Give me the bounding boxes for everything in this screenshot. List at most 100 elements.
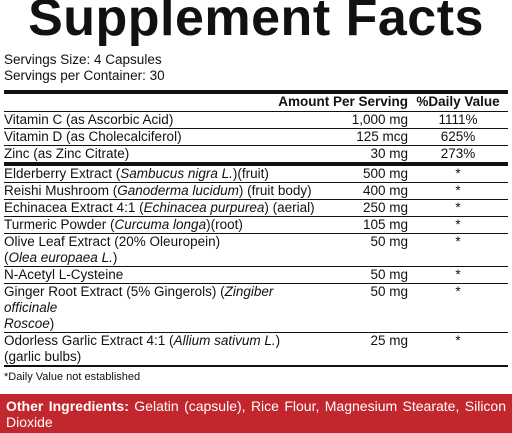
ingredient-name: Vitamin C (as Ascorbic Acid)	[4, 112, 330, 128]
name-segment: Roscoe	[4, 316, 50, 331]
name-segment: Sambucus nigra L.	[120, 166, 233, 181]
daily-value: *	[455, 217, 461, 232]
name-segment: Turmeric Powder (	[4, 217, 115, 232]
daily-value: *	[455, 183, 461, 198]
other-ingredients: Other Ingredients: Gelatin (capsule), Ri…	[0, 394, 512, 433]
ingredient-name: Zinc (as Zinc Citrate)	[4, 146, 330, 162]
daily-value: *	[455, 267, 461, 282]
name-segment: Odorless Garlic Extract 4:1 (	[4, 333, 174, 348]
name-line: Roscoe)	[4, 316, 330, 332]
row: Ginger Root Extract (5% Gingerols) (Zing…	[4, 284, 508, 333]
facts-table: Amount Per Serving %Daily Value Vitamin …	[4, 90, 508, 384]
amount: 30 mg	[370, 146, 408, 161]
name-line: N-Acetyl L-Cysteine	[4, 267, 330, 283]
amount: 500 mg	[362, 166, 408, 181]
row: Vitamin C (as Ascorbic Acid) 1,000 mg 1111…	[4, 112, 508, 129]
row: Elderberry Extract (Sambucus nigra L.)(f…	[4, 166, 508, 183]
daily-value: *	[455, 166, 461, 181]
daily-value: 1111%	[438, 112, 478, 127]
amount: 50 mg	[370, 284, 408, 299]
daily-value: *	[455, 333, 461, 348]
name-line: Turmeric Powder (Curcuma longa)(root)	[4, 217, 330, 233]
section: Vitamin C (as Ascorbic Acid) 1,000 mg 1111…	[4, 112, 508, 162]
name-line: Reishi Mushroom (Ganoderma lucidum) (fru…	[4, 183, 330, 199]
name-segment: )(fruit)	[232, 166, 269, 181]
name-line: (Olea europaea L.)	[4, 250, 330, 266]
name-segment: Zingiber officinale	[4, 284, 274, 315]
ingredient-name: Echinacea Extract 4:1 (Echinacea purpure…	[4, 200, 330, 216]
ingredient-name: Elderberry Extract (Sambucus nigra L.)(f…	[4, 166, 330, 182]
ingredient-name: Odorless Garlic Extract 4:1 (Allium sati…	[4, 333, 330, 365]
name-segment: Vitamin C (as Ascorbic Acid)	[4, 112, 174, 127]
name-line: Odorless Garlic Extract 4:1 (Allium sati…	[4, 333, 330, 349]
ingredient-name: Reishi Mushroom (Ganoderma lucidum) (fru…	[4, 183, 330, 199]
name-segment: (garlic bulbs)	[4, 349, 82, 364]
name-segment: ) (fruit body)	[238, 183, 312, 198]
other-text: Gelatin (capsule), Rice Flour, Magnesium…	[6, 398, 507, 430]
name-segment: Ginger Root Extract (5% Gingerols) (	[4, 284, 225, 299]
name-segment: (	[4, 250, 9, 265]
daily-value: 625%	[440, 129, 476, 144]
name-segment: Echinacea purpurea	[143, 200, 265, 215]
name-segment: N-Acetyl L-Cysteine	[4, 267, 124, 282]
footnote: *Daily Value not established	[4, 365, 508, 384]
header-amount: Amount Per Serving	[278, 94, 408, 109]
amount: 1,000 mg	[351, 112, 408, 127]
ingredient-name: Ginger Root Extract (5% Gingerols) (Zing…	[4, 284, 330, 332]
header-daily-value: %Daily Value	[416, 94, 500, 109]
name-segment: Olive Leaf Extract (20% Oleuropein)	[4, 234, 221, 249]
amount: 250 mg	[362, 200, 408, 215]
amount: 25 mg	[370, 333, 408, 348]
amount: 125 mcg	[356, 129, 408, 144]
name-line: Echinacea Extract 4:1 (Echinacea purpure…	[4, 200, 330, 216]
name-segment: Curcuma longa	[114, 217, 207, 232]
name-line: Vitamin D (as Cholecalciferol)	[4, 129, 330, 145]
row: Olive Leaf Extract (20% Oleuropein) (Olea…	[4, 234, 508, 267]
section: Elderberry Extract (Sambucus nigra L.)(f…	[4, 162, 508, 365]
ingredient-name: Vitamin D (as Cholecalciferol)	[4, 129, 330, 145]
serving-size: Servings Size: 4 Capsules	[4, 52, 162, 67]
name-segment: Reishi Mushroom (	[4, 183, 118, 198]
name-line: Elderberry Extract (Sambucus nigra L.)(f…	[4, 166, 330, 182]
name-line: Zinc (as Zinc Citrate)	[4, 146, 330, 162]
sections: Vitamin C (as Ascorbic Acid) 1,000 mg 1111…	[4, 112, 508, 365]
row: Vitamin D (as Cholecalciferol) 125 mcg 625…	[4, 129, 508, 146]
row: Zinc (as Zinc Citrate) 30 mg 273%	[4, 146, 508, 162]
amount: 50 mg	[370, 267, 408, 282]
header-row: Amount Per Serving %Daily Value	[4, 94, 508, 112]
name-line: (garlic bulbs)	[4, 349, 330, 365]
servings-per-container: Servings per Container: 30	[4, 68, 165, 83]
name-line: Vitamin C (as Ascorbic Acid)	[4, 112, 330, 128]
name-segment: )(root)	[206, 217, 243, 232]
name-segment: Echinacea Extract 4:1 (	[4, 200, 144, 215]
daily-value: *	[455, 284, 461, 299]
row: Reishi Mushroom (Ganoderma lucidum) (fru…	[4, 183, 508, 200]
name-segment: Zinc (as Zinc Citrate)	[4, 146, 130, 161]
ingredient-name: N-Acetyl L-Cysteine	[4, 267, 330, 283]
row: Odorless Garlic Extract 4:1 (Allium sati…	[4, 333, 508, 365]
row: N-Acetyl L-Cysteine 50 mg *	[4, 267, 508, 284]
name-segment: )	[275, 333, 281, 348]
amount: 105 mg	[362, 217, 408, 232]
ingredient-name: Olive Leaf Extract (20% Oleuropein) (Olea…	[4, 234, 330, 266]
name-segment: Elderberry Extract (	[4, 166, 121, 181]
daily-value: 273%	[440, 146, 476, 161]
name-segment: Allium sativum L.	[173, 333, 276, 348]
name-segment: ) (aerial)	[264, 200, 315, 215]
amount: 400 mg	[362, 183, 408, 198]
name-segment: )	[49, 316, 55, 331]
daily-value: *	[455, 234, 461, 249]
name-line: Olive Leaf Extract (20% Oleuropein)	[4, 234, 330, 250]
daily-value: *	[455, 200, 461, 215]
row: Turmeric Powder (Curcuma longa)(root) 105…	[4, 217, 508, 234]
name-segment: Olea europaea L.	[8, 250, 113, 265]
name-segment: Vitamin D (as Cholecalciferol)	[4, 129, 182, 144]
name-segment: )	[112, 250, 118, 265]
other-label: Other Ingredients:	[6, 398, 129, 414]
name-line: Ginger Root Extract (5% Gingerols) (Zing…	[4, 284, 330, 316]
ingredient-name: Turmeric Powder (Curcuma longa)(root)	[4, 217, 330, 233]
row: Echinacea Extract 4:1 (Echinacea purpure…	[4, 200, 508, 217]
amount: 50 mg	[370, 234, 408, 249]
name-segment: Ganoderma lucidum	[117, 183, 239, 198]
